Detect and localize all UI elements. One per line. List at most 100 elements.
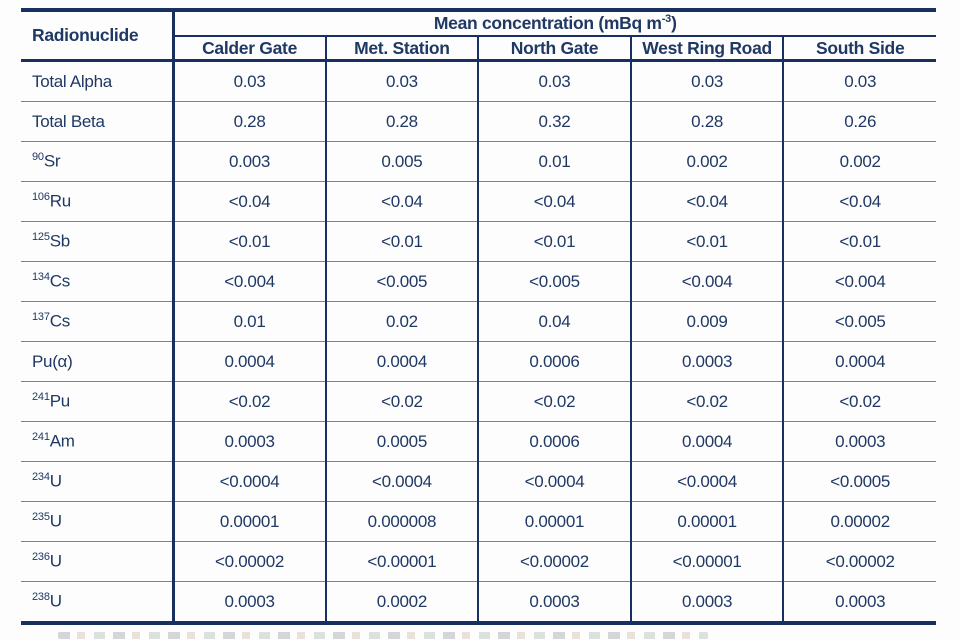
radionuclide-label: 241Pu — [21, 381, 175, 422]
value-cell: 0.28 — [324, 101, 479, 142]
radionuclide-label: Total Alpha — [21, 60, 175, 102]
value-cell: 0.03 — [477, 60, 631, 102]
cropped-caption-remnant — [58, 632, 708, 639]
value-cell: 0.01 — [477, 141, 631, 182]
table-row: 134Cs <0.004 <0.005 <0.005 <0.004 <0.004 — [21, 261, 936, 302]
value-cell: 0.0003 — [629, 341, 784, 382]
value-cell: 0.0003 — [172, 581, 326, 623]
table-row: 137Cs 0.01 0.02 0.04 0.009 <0.005 — [21, 301, 936, 342]
mass-number-superscript: 90 — [32, 151, 44, 164]
value-cell: 0.00001 — [629, 501, 784, 542]
table-body: Total Alpha 0.03 0.03 0.03 0.03 0.03 Total Bet… — [21, 60, 936, 623]
value-cell: <0.0005 — [782, 461, 936, 502]
value-cell: <0.01 — [629, 221, 784, 262]
value-cell: <0.01 — [477, 221, 631, 262]
group-header-row: Radionuclide Mean concentration (mBq m-3… — [21, 10, 936, 62]
table-row: 234U <0.0004 <0.0004 <0.0004 <0.0004 <0.0005 — [21, 461, 936, 502]
value-cell: <0.02 — [324, 381, 479, 422]
table-row: 236U <0.00002 <0.00001 <0.00002 <0.00001 <0.0… — [21, 541, 936, 582]
col-header-calder-gate: Calder Gate — [172, 36, 326, 62]
col-header-north-gate: North Gate — [477, 36, 631, 62]
value-cell: 0.0005 — [324, 421, 479, 462]
value-cell: <0.004 — [629, 261, 784, 302]
value-cell: <0.01 — [172, 221, 326, 262]
value-cell: 0.00001 — [477, 501, 631, 542]
radionuclide-label: 235U — [21, 501, 175, 542]
table-row: 235U 0.00001 0.000008 0.00001 0.00001 0.00002 — [21, 501, 936, 542]
value-cell: 0.03 — [172, 60, 326, 102]
value-cell: 0.0004 — [324, 341, 479, 382]
value-cell: <0.02 — [477, 381, 631, 422]
value-cell: <0.02 — [782, 381, 936, 422]
value-cell: 0.009 — [629, 301, 784, 342]
value-cell: <0.005 — [324, 261, 479, 302]
radionuclide-label: 134Cs — [21, 261, 175, 302]
table-row: Pu(α) 0.0004 0.0004 0.0006 0.0003 0.0004 — [21, 341, 936, 382]
group-header-suffix: ) — [671, 13, 677, 34]
value-cell: <0.005 — [782, 301, 936, 342]
table-row: 125Sb <0.01 <0.01 <0.01 <0.01 <0.01 — [21, 221, 936, 262]
mass-number-superscript: 137 — [32, 311, 50, 324]
value-cell: <0.04 — [782, 181, 936, 222]
value-cell: <0.04 — [324, 181, 479, 222]
mass-number-superscript: 106 — [32, 191, 50, 204]
value-cell: <0.04 — [629, 181, 784, 222]
value-cell: <0.00002 — [782, 541, 936, 582]
value-cell: 0.28 — [172, 101, 326, 142]
mass-number-superscript: 241 — [32, 391, 50, 404]
value-cell: 0.000008 — [324, 501, 479, 542]
value-cell: 0.26 — [782, 101, 936, 142]
value-cell: <0.0004 — [172, 461, 326, 502]
group-header-superscript: -3 — [661, 13, 672, 26]
table-row: 238U 0.0003 0.0002 0.0003 0.0003 0.0003 — [21, 581, 936, 623]
value-cell: <0.01 — [782, 221, 936, 262]
mass-number-superscript: 238 — [32, 591, 50, 604]
value-cell: 0.0004 — [172, 341, 326, 382]
value-cell: 0.0006 — [477, 421, 631, 462]
value-cell: 0.0003 — [782, 421, 936, 462]
value-cell: <0.004 — [782, 261, 936, 302]
value-cell: 0.0006 — [477, 341, 631, 382]
mass-number-superscript: 235 — [32, 511, 50, 524]
table-row: 106Ru <0.04 <0.04 <0.04 <0.04 <0.04 — [21, 181, 936, 222]
value-cell: <0.00001 — [629, 541, 784, 582]
col-header-west-ring-road: West Ring Road — [629, 36, 784, 62]
group-header-mean-concentration: Mean concentration (mBq m-3) — [173, 10, 936, 37]
table-row: 241Am 0.0003 0.0005 0.0006 0.0004 0.0003 — [21, 421, 936, 462]
radionuclide-label: 241Am — [21, 421, 175, 462]
radionuclide-label: 236U — [21, 541, 175, 582]
table-row: 241Pu <0.02 <0.02 <0.02 <0.02 <0.02 — [21, 381, 936, 422]
mass-number-superscript: 236 — [32, 551, 50, 564]
value-cell: 0.28 — [629, 101, 784, 142]
radionuclide-concentration-table: Radionuclide Mean concentration (mBq m-3… — [21, 8, 936, 625]
value-cell: 0.02 — [324, 301, 479, 342]
value-cell: <0.02 — [172, 381, 326, 422]
value-cell: <0.005 — [477, 261, 631, 302]
value-cell: <0.00002 — [172, 541, 326, 582]
value-cell: 0.00001 — [172, 501, 326, 542]
mass-number-superscript: 134 — [32, 271, 50, 284]
col-header-south-side: South Side — [782, 36, 936, 62]
value-cell: 0.03 — [629, 60, 784, 102]
radionuclide-label: 125Sb — [21, 221, 175, 262]
value-cell: 0.0003 — [477, 581, 631, 623]
value-cell: 0.003 — [172, 141, 326, 182]
value-cell: 0.0004 — [782, 341, 936, 382]
value-cell: <0.04 — [477, 181, 631, 222]
value-cell: <0.01 — [324, 221, 479, 262]
radionuclide-label: 106Ru — [21, 181, 175, 222]
value-cell: 0.03 — [782, 60, 936, 102]
value-cell: 0.0004 — [629, 421, 784, 462]
value-cell: <0.00002 — [477, 541, 631, 582]
value-cell: 0.002 — [629, 141, 784, 182]
value-cell: 0.0003 — [629, 581, 784, 623]
mass-number-superscript: 125 — [32, 231, 50, 244]
table-row: 90Sr 0.003 0.005 0.01 0.002 0.002 — [21, 141, 936, 182]
value-cell: <0.00001 — [324, 541, 479, 582]
table-row: Total Beta 0.28 0.28 0.32 0.28 0.26 — [21, 101, 936, 142]
value-cell: 0.03 — [324, 60, 479, 102]
value-cell: 0.005 — [324, 141, 479, 182]
radionuclide-label: 137Cs — [21, 301, 175, 342]
value-cell: 0.0003 — [172, 421, 326, 462]
